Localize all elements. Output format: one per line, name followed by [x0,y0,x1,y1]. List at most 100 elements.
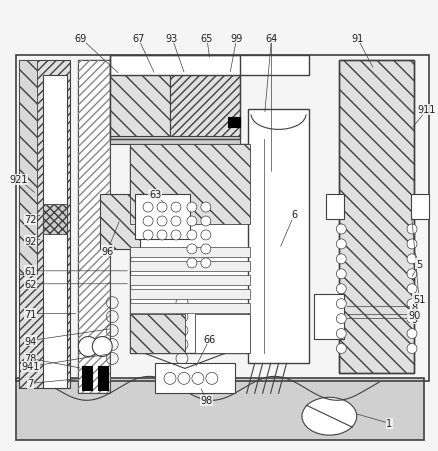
Circle shape [336,344,346,354]
Bar [228,118,240,128]
Text: 67: 67 [132,34,144,44]
Text: 78: 78 [25,354,37,364]
Bar [110,55,309,75]
Circle shape [407,299,417,309]
Circle shape [92,337,112,357]
Circle shape [407,225,417,235]
Bar [16,378,424,440]
Text: 93: 93 [166,34,178,44]
Circle shape [143,230,153,240]
Circle shape [407,344,417,354]
Circle shape [201,258,211,268]
Circle shape [201,244,211,254]
Text: 921: 921 [9,175,28,185]
Text: 51: 51 [413,294,425,304]
Bar [130,303,250,313]
Text: 91: 91 [351,34,364,44]
Circle shape [407,269,417,279]
Text: 90: 90 [408,310,420,320]
Circle shape [201,216,211,226]
Text: 71: 71 [25,309,37,319]
Circle shape [187,244,197,254]
Bar [130,145,250,225]
Text: 69: 69 [74,34,86,44]
Circle shape [407,329,417,339]
Bar [100,195,140,249]
Circle shape [192,373,204,385]
Bar [195,314,250,354]
Circle shape [336,254,346,264]
Circle shape [143,216,153,226]
Bar [155,364,235,393]
Bar [130,289,250,299]
Circle shape [157,202,167,212]
Bar [42,205,67,235]
Bar [130,247,250,258]
Bar [19,60,36,274]
Text: 94: 94 [25,336,37,346]
Bar [130,261,250,271]
Circle shape [164,373,176,385]
Circle shape [336,284,346,294]
Circle shape [187,202,197,212]
Circle shape [201,230,211,240]
Text: 72: 72 [25,215,37,225]
Text: 6: 6 [291,210,297,220]
Bar [78,60,110,393]
Bar [82,367,92,391]
Bar [339,60,414,373]
Text: 62: 62 [25,279,37,289]
Bar [411,195,429,220]
Text: 96: 96 [101,246,113,256]
Circle shape [336,225,346,235]
Bar [42,75,67,388]
Bar [314,294,344,339]
Bar [326,195,344,220]
Text: 7: 7 [28,378,34,388]
Text: 911: 911 [418,105,436,115]
Circle shape [206,373,218,385]
Circle shape [201,202,211,212]
Circle shape [78,337,98,357]
Circle shape [157,230,167,240]
Bar [135,195,190,239]
Ellipse shape [302,397,357,435]
Text: 1: 1 [386,418,392,428]
Circle shape [187,230,197,240]
Bar [98,367,108,391]
Text: 66: 66 [204,334,216,344]
Circle shape [171,230,181,240]
Circle shape [171,202,181,212]
Circle shape [407,284,417,294]
Bar [130,145,250,354]
Bar [16,55,429,382]
Circle shape [187,216,197,226]
Text: 941: 941 [21,362,40,372]
Circle shape [336,239,346,249]
Circle shape [336,299,346,309]
Bar [78,60,110,393]
Text: 2: 2 [268,34,275,44]
Circle shape [407,314,417,324]
Text: 99: 99 [230,34,243,44]
Bar [110,137,240,145]
Bar [130,314,185,354]
Circle shape [171,216,181,226]
Bar [110,55,240,140]
Circle shape [157,216,167,226]
Text: 5: 5 [416,259,422,269]
Text: 65: 65 [201,34,213,44]
Bar [110,75,170,140]
Text: 61: 61 [25,266,37,276]
Circle shape [407,254,417,264]
Bar [247,110,309,364]
Text: 98: 98 [201,396,213,405]
Bar [19,60,71,388]
Text: 64: 64 [265,34,278,44]
Text: 63: 63 [149,190,161,200]
Circle shape [187,258,197,268]
Circle shape [407,239,417,249]
Bar [170,75,240,140]
Circle shape [336,269,346,279]
Bar [339,60,414,373]
